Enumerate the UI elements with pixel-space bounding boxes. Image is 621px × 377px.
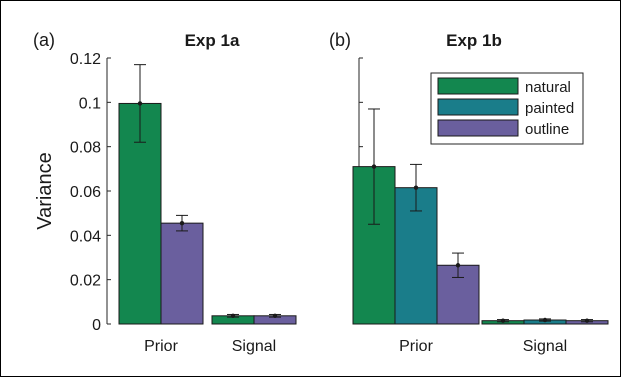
x-tick-label: Signal: [232, 338, 276, 355]
y-tick-label: 0.1: [79, 95, 101, 112]
panel-b: (b) Exp 1b Prior Signal natural painted outlin…: [329, 30, 609, 355]
mean-point: [542, 317, 548, 323]
y-tick-label: 0.02: [70, 273, 101, 290]
mean-point: [137, 101, 143, 106]
legend-swatch-painted: [437, 98, 519, 116]
panel-a: (a) Exp 1a 0 0.02 0.04 0.06 0.08 0.1 0.12 Varianc…: [33, 30, 297, 355]
panel-label: (a): [33, 30, 55, 50]
x-tick-label: Prior: [399, 338, 433, 355]
mean-point: [584, 318, 590, 323]
mean-point: [230, 313, 236, 318]
legend: natural painted outline: [430, 72, 584, 145]
mean-point: [371, 164, 377, 169]
x-tick-label: Prior: [144, 338, 178, 355]
y-tick-label: 0: [92, 317, 101, 334]
legend-swatch-natural: [437, 77, 519, 95]
legend-label-outline: outline: [525, 121, 569, 138]
bar-outline-prior: [160, 222, 204, 325]
mean-point: [179, 220, 185, 226]
x-tick-label: Signal: [523, 338, 567, 355]
y-axis-label: Variance: [34, 152, 56, 229]
chart-title: Exp 1a: [185, 31, 240, 50]
y-tick-label: 0.06: [70, 184, 101, 201]
mean-point: [272, 313, 278, 318]
panel-label: (b): [329, 30, 351, 50]
mean-point: [455, 263, 461, 268]
legend-swatch-outline: [437, 119, 519, 137]
y-tick-label: 0.08: [70, 140, 101, 157]
y-tick-label: 0.12: [70, 51, 101, 68]
mean-point: [500, 318, 506, 323]
y-tick-label: 0.04: [70, 228, 101, 245]
mean-point: [413, 185, 419, 190]
legend-label-natural: natural: [525, 79, 571, 96]
legend-label-painted: painted: [525, 100, 574, 117]
chart-title: Exp 1b: [446, 31, 502, 50]
